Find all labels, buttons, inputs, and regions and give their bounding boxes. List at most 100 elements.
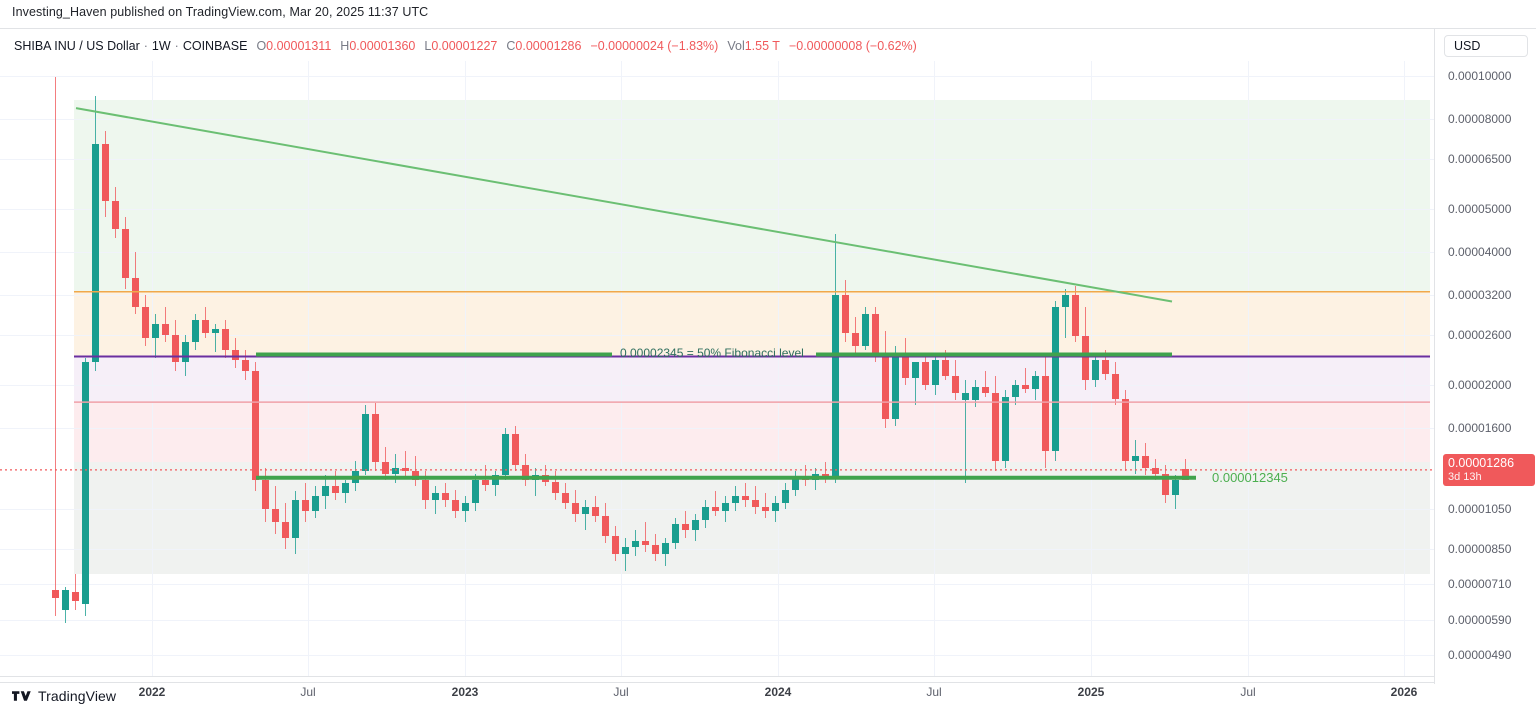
candle-body xyxy=(682,524,689,531)
time-tick: 2024 xyxy=(764,685,792,699)
candle-body xyxy=(1132,456,1139,461)
candle-wick xyxy=(75,573,77,611)
candle-body xyxy=(862,313,869,347)
candle-body xyxy=(172,334,179,363)
candle-body xyxy=(332,486,339,494)
low-value: L0.00001227 xyxy=(424,39,498,53)
orange-zone xyxy=(74,291,1430,357)
price-change: −0.00000024 (−1.83%) xyxy=(590,39,719,53)
candle-body xyxy=(202,320,209,334)
candle-body xyxy=(312,496,319,511)
candle-body xyxy=(912,362,919,378)
candle-body xyxy=(462,503,469,511)
tradingview-logo-icon xyxy=(12,690,31,701)
symbol-name[interactable]: SHIBA INU / US Dollar xyxy=(14,39,140,53)
candle-body xyxy=(922,362,929,386)
candle-body xyxy=(712,507,719,511)
candle-body xyxy=(212,328,219,334)
candle-body xyxy=(892,354,899,419)
horizontal-gridline xyxy=(0,655,1434,656)
vertical-gridline xyxy=(778,61,779,676)
price-axis[interactable]: USD 0.00010000 0.00008000 0.00006500 0.0000… xyxy=(1434,29,1536,684)
candle-body xyxy=(472,480,479,504)
current-price-value: 0.00001286 xyxy=(1448,455,1515,470)
candle-body xyxy=(342,483,349,494)
candle-body xyxy=(1022,385,1029,389)
price-tick: 0.00006500 xyxy=(1448,151,1512,166)
candle-body xyxy=(1102,359,1109,374)
candle-body xyxy=(232,350,239,360)
candle-body xyxy=(662,542,669,555)
vertical-gridline xyxy=(1248,61,1249,676)
candle-wick xyxy=(965,380,967,484)
candle-body xyxy=(1122,398,1129,461)
price-tick: 0.00001050 xyxy=(1448,501,1512,516)
horizontal-gridline xyxy=(0,159,1434,160)
horizontal-gridline xyxy=(0,428,1434,429)
time-tick: Jul xyxy=(300,685,316,699)
descending-resistance xyxy=(75,107,1173,303)
currency-badge[interactable]: USD xyxy=(1444,35,1528,57)
candle-body xyxy=(1062,294,1069,308)
price-tick: 0.00008000 xyxy=(1448,111,1512,126)
candle-body xyxy=(632,540,639,548)
candle-body xyxy=(412,470,419,481)
candle-body xyxy=(1112,373,1119,399)
candle-body xyxy=(1162,473,1169,495)
pink-zone xyxy=(74,402,1430,462)
candle-body xyxy=(302,499,309,511)
candle-body xyxy=(752,499,759,508)
bar-countdown: 3d 13h xyxy=(1448,470,1482,483)
candle-body xyxy=(362,414,369,471)
candle-body xyxy=(282,522,289,539)
candle-body xyxy=(762,507,769,511)
candle-body xyxy=(982,386,989,393)
candle-body xyxy=(772,503,779,511)
candle-body xyxy=(112,201,119,230)
candle-body xyxy=(392,467,399,474)
support-level-label: 0.000012345 xyxy=(1212,469,1288,485)
vertical-gridline xyxy=(152,61,153,676)
candle-body xyxy=(952,375,959,393)
footer: TradingView xyxy=(12,688,116,704)
time-axis[interactable]: 2022 Jul 2023 Jul 2024 Jul 2025 Jul 2026 xyxy=(0,676,1434,711)
candle-wick xyxy=(645,522,647,552)
exchange-label[interactable]: COINBASE xyxy=(182,39,248,53)
time-tick: 2022 xyxy=(138,685,166,699)
candle-wick xyxy=(215,323,217,352)
horizontal-gridline xyxy=(0,335,1434,336)
candle-body xyxy=(272,508,279,523)
candle-body xyxy=(782,489,789,504)
candle-body xyxy=(972,386,979,401)
price-tick: 0.00000590 xyxy=(1448,612,1512,627)
price-tick: 0.00003200 xyxy=(1448,287,1512,302)
candle-body xyxy=(72,592,79,601)
volume-label: Vol xyxy=(727,39,745,53)
candle-body xyxy=(182,342,189,363)
candle-body xyxy=(992,392,999,461)
candle-body xyxy=(582,507,589,515)
candle-body xyxy=(482,480,489,485)
price-tick: 0.00001600 xyxy=(1448,420,1512,435)
chart-overlay xyxy=(0,107,1434,480)
interval-label[interactable]: 1W xyxy=(151,39,171,53)
price-tick: 0.00010000 xyxy=(1448,68,1512,83)
candle-body xyxy=(882,356,889,419)
horizontal-gridline xyxy=(0,584,1434,585)
horizontal-gridline xyxy=(0,295,1434,296)
candle-wick xyxy=(985,371,987,397)
candle-body xyxy=(1042,375,1049,451)
candle-body xyxy=(1032,375,1039,389)
chart-plot-area[interactable]: 0.00002345 = 50% Fibonacci level 0.00001… xyxy=(0,61,1434,676)
candle-wick xyxy=(745,483,747,508)
price-tick: 0.00000490 xyxy=(1448,648,1512,663)
candle-body xyxy=(242,359,249,372)
candle-body xyxy=(502,434,509,476)
high-label: H xyxy=(340,39,350,53)
candle-body xyxy=(372,414,379,462)
candle-body xyxy=(652,545,659,555)
close-value: C0.00001286 xyxy=(506,39,582,53)
chart-legend: SHIBA INU / US Dollar · 1W · COINBASE O0… xyxy=(14,39,917,53)
low-label: L xyxy=(424,39,432,53)
candle-body xyxy=(602,516,609,537)
